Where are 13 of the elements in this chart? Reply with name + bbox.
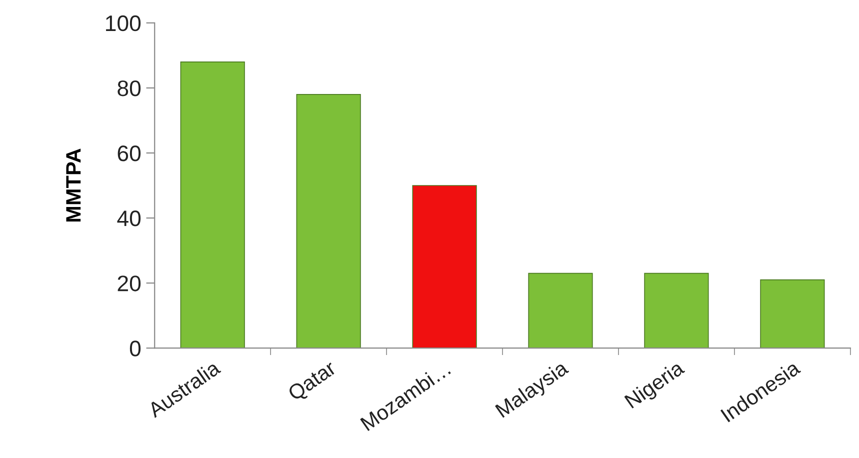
y-tick-label: 20 bbox=[118, 276, 141, 292]
y-tick-label: 0 bbox=[130, 340, 141, 356]
bar bbox=[296, 94, 361, 348]
y-tick-label: 80 bbox=[118, 80, 141, 96]
bar bbox=[760, 279, 825, 348]
y-axis-title: MMTPA bbox=[66, 148, 81, 222]
y-tick-label: 40 bbox=[117, 210, 141, 226]
bar bbox=[528, 272, 593, 348]
y-tick-label: 60 bbox=[118, 146, 141, 162]
bar bbox=[412, 185, 477, 348]
y-tick-label: 100 bbox=[106, 15, 141, 32]
bar bbox=[180, 62, 245, 348]
bar bbox=[644, 272, 709, 348]
